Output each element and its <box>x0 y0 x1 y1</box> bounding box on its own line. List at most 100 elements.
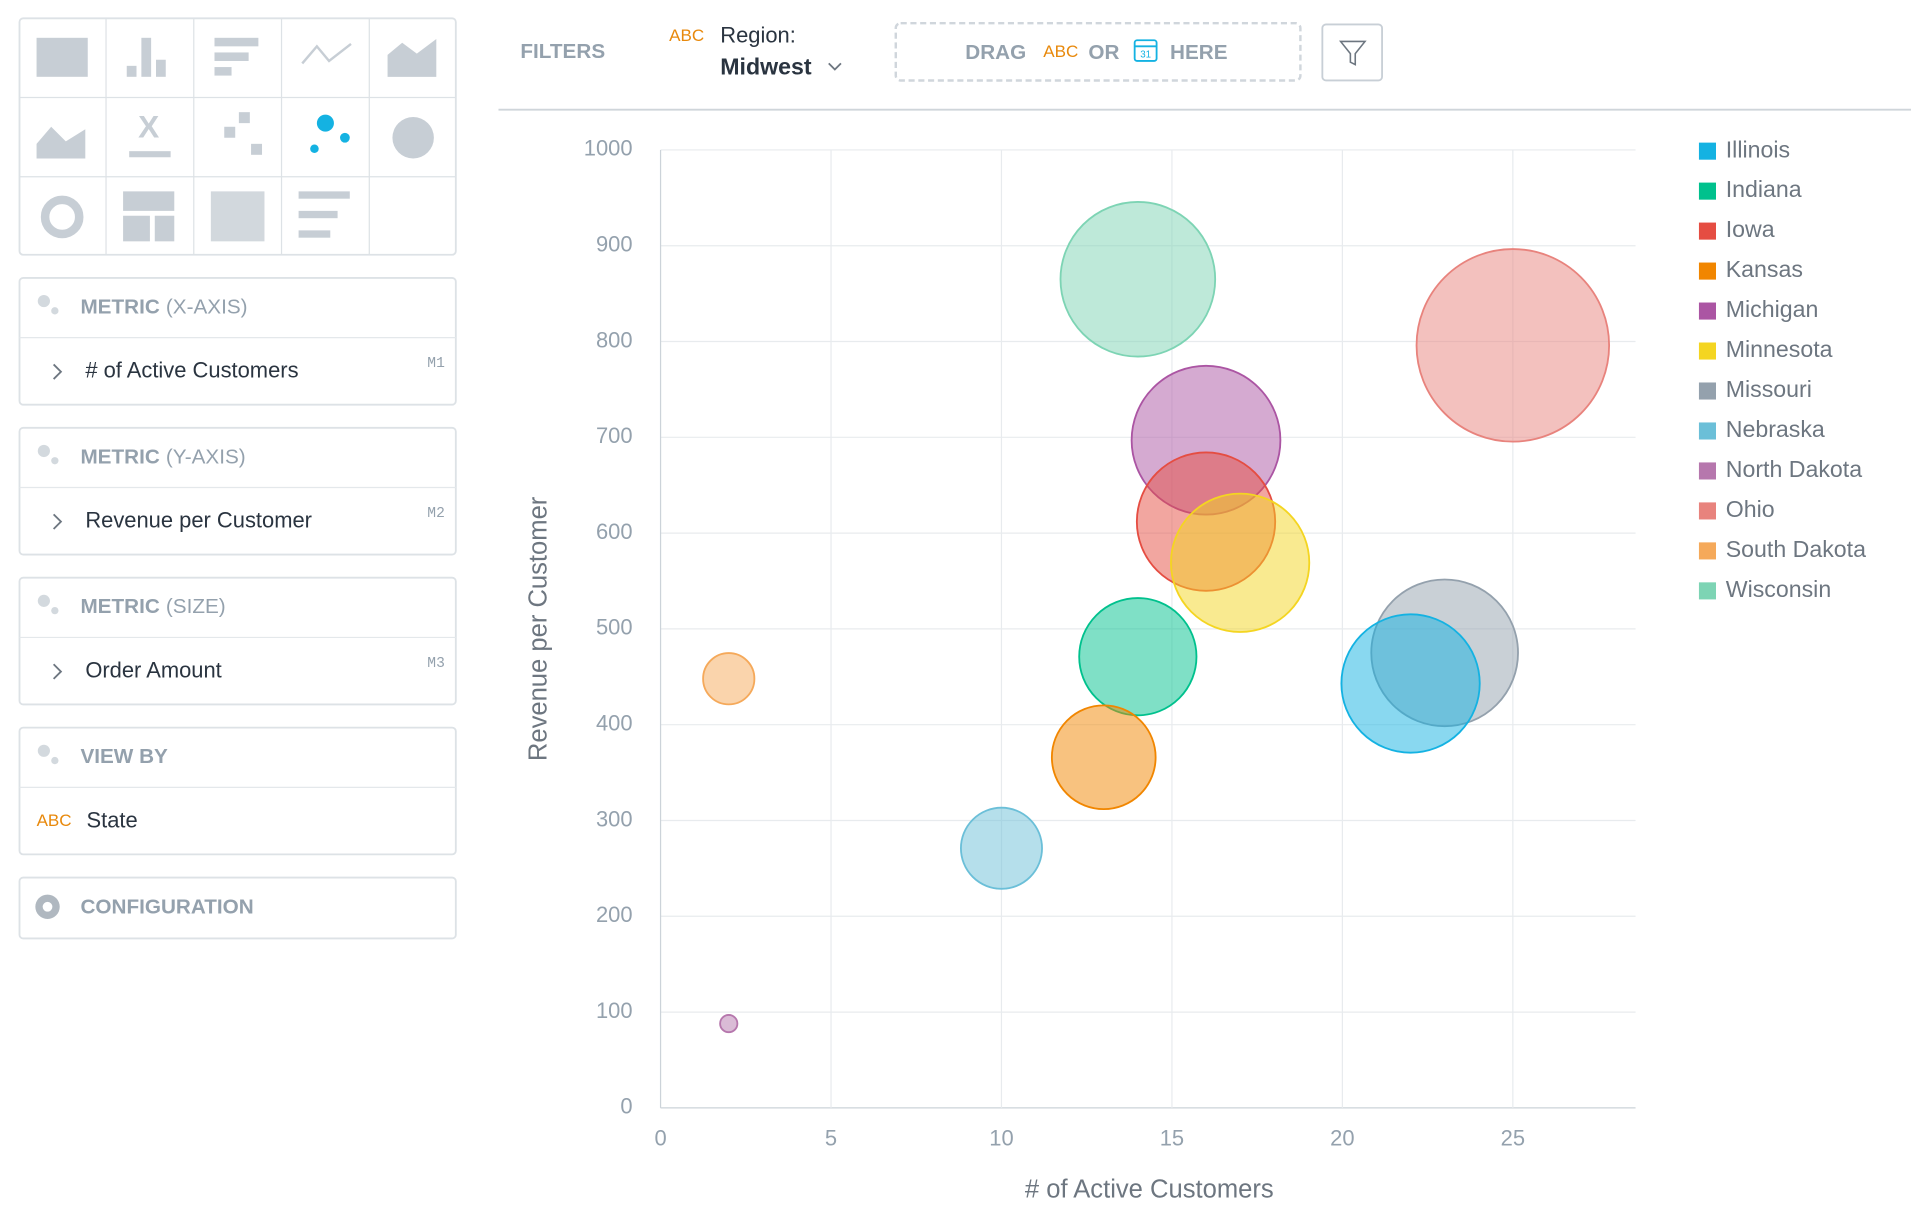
legend-label: Iowa <box>1726 216 1775 242</box>
legend-label: South Dakota <box>1726 536 1866 562</box>
drop-drag: DRAG <box>965 41 1026 64</box>
pie-icon[interactable] <box>392 117 434 159</box>
scatter-icon[interactable] <box>238 112 250 124</box>
filters-label: FILTERS <box>520 40 605 63</box>
legend-swatch <box>1698 342 1716 360</box>
bucket-item[interactable]: ABC State <box>37 807 138 832</box>
legend-item[interactable]: South Dakota <box>1698 536 1866 562</box>
bucket-icon <box>51 307 59 315</box>
y-tick-label: 600 <box>596 519 633 544</box>
legend-item[interactable]: Indiana <box>1698 176 1802 202</box>
expand-chevron <box>52 363 63 380</box>
bucket-title-text: METRIC <box>80 596 159 619</box>
table-icon[interactable] <box>36 37 88 77</box>
y-tick-label: 0 <box>620 1094 632 1119</box>
y-tick-label: 1000 <box>584 136 633 161</box>
bucket-panel: METRIC (X-AXIS) # of Active Customers M1 <box>18 276 457 406</box>
sidebar: METRIC (X-AXIS)# of Active Customers M1MET… <box>18 276 457 856</box>
item-tag: M3 <box>427 656 445 672</box>
item-type: ABC <box>37 811 72 830</box>
filter-button[interactable] <box>1321 23 1383 82</box>
bubble[interactable] <box>1050 704 1157 811</box>
heatmap-icon[interactable] <box>210 191 265 242</box>
bucket-item[interactable]: # of Active Customers M1 <box>52 356 445 383</box>
legend-swatch <box>1698 142 1716 160</box>
attribute-value: Midwest <box>720 53 812 79</box>
filter-bar: FILTERS ABC Region: Midwest DRAG ABC OR … <box>498 21 1911 111</box>
panel-box <box>18 276 457 406</box>
legend-item[interactable]: Kansas <box>1698 256 1803 282</box>
legend-item[interactable]: Nebraska <box>1698 416 1825 442</box>
legend-label: Minnesota <box>1726 336 1833 362</box>
bubble-icon[interactable] <box>316 114 334 132</box>
bucket-item[interactable]: Order Amount M3 <box>52 656 445 682</box>
legend-swatch <box>1698 422 1716 440</box>
bubble[interactable] <box>719 1014 739 1034</box>
combo-icon[interactable] <box>36 126 86 159</box>
bucket-title: METRIC (Y-AXIS) <box>80 446 245 469</box>
calendar-day: 31 <box>1140 49 1151 60</box>
drop-here: HERE <box>1170 41 1228 64</box>
bullet-icon[interactable] <box>298 191 350 199</box>
legend-item[interactable]: Illinois <box>1698 136 1790 162</box>
legend-swatch <box>1698 582 1716 600</box>
legend-label: Michigan <box>1726 296 1819 322</box>
legend-swatch <box>1698 542 1716 560</box>
legend-swatch <box>1698 222 1716 240</box>
legend-swatch <box>1698 182 1716 200</box>
legend-item[interactable]: Missouri <box>1698 376 1812 402</box>
bucket-icon <box>51 606 59 615</box>
bubble[interactable] <box>1415 248 1611 443</box>
bucket-title: METRIC (X-AXIS) <box>80 296 247 319</box>
x-tick-label: 15 <box>1160 1125 1184 1150</box>
treemap-icon[interactable] <box>123 191 175 211</box>
legend-item[interactable]: North Dakota <box>1698 456 1862 482</box>
bubble[interactable] <box>1170 492 1311 633</box>
legend-label: Wisconsin <box>1726 576 1831 602</box>
bucket-title-text: VIEW BY <box>80 746 168 769</box>
calendar-icon: 31 <box>1133 39 1158 62</box>
x-tick-label: 20 <box>1330 1125 1354 1150</box>
donut-icon[interactable] <box>40 195 84 239</box>
x-tick-label: 25 <box>1501 1125 1525 1150</box>
legend-label: Nebraska <box>1726 416 1825 442</box>
item-label: # of Active Customers <box>85 358 298 383</box>
bar-icon[interactable] <box>214 37 259 47</box>
bucket-title-text: METRIC <box>80 296 159 319</box>
panel-box <box>18 726 457 856</box>
legend-item[interactable]: Minnesota <box>1698 336 1833 362</box>
drop-type: ABC <box>1043 42 1078 61</box>
item-tag: M2 <box>427 506 445 522</box>
bucket-item[interactable]: Revenue per Customer M2 <box>52 506 445 532</box>
line-icon[interactable] <box>301 42 352 65</box>
column-icon[interactable] <box>126 65 137 77</box>
bucket-subtitle: (SIZE) <box>166 596 226 619</box>
legend-label: North Dakota <box>1726 456 1862 482</box>
headline-icon[interactable]: X <box>138 109 159 145</box>
configuration-panel[interactable]: CONFIGURATION <box>18 876 457 940</box>
bucket-icon <box>51 756 59 765</box>
bubble[interactable] <box>960 806 1043 890</box>
bucket-icon <box>37 444 50 458</box>
bubble[interactable] <box>1340 613 1481 754</box>
y-tick-label: 900 <box>596 232 633 257</box>
bucket-panel: METRIC (Y-AXIS) Revenue per Customer M2 <box>18 426 457 556</box>
bubble[interactable] <box>1078 597 1198 717</box>
attribute-type: ABC <box>669 26 704 45</box>
legend-swatch <box>1698 502 1716 520</box>
area-icon[interactable] <box>387 39 437 77</box>
bubble[interactable] <box>702 652 756 706</box>
bucket-icon <box>37 294 50 308</box>
drop-zone[interactable] <box>894 21 1302 82</box>
legend-item[interactable]: Wisconsin <box>1698 576 1831 602</box>
legend-item[interactable]: Michigan <box>1698 296 1819 322</box>
legend-label: Kansas <box>1726 256 1803 282</box>
y-tick-label: 700 <box>596 423 633 448</box>
bucket-subtitle: (Y-AXIS) <box>166 446 246 469</box>
bubble[interactable] <box>1059 201 1217 358</box>
legend-item[interactable]: Iowa <box>1698 216 1775 242</box>
legend-item[interactable]: Ohio <box>1698 496 1775 522</box>
region-filter[interactable]: ABC Region: Midwest <box>669 22 842 79</box>
bucket-title: VIEW BY <box>80 746 168 769</box>
